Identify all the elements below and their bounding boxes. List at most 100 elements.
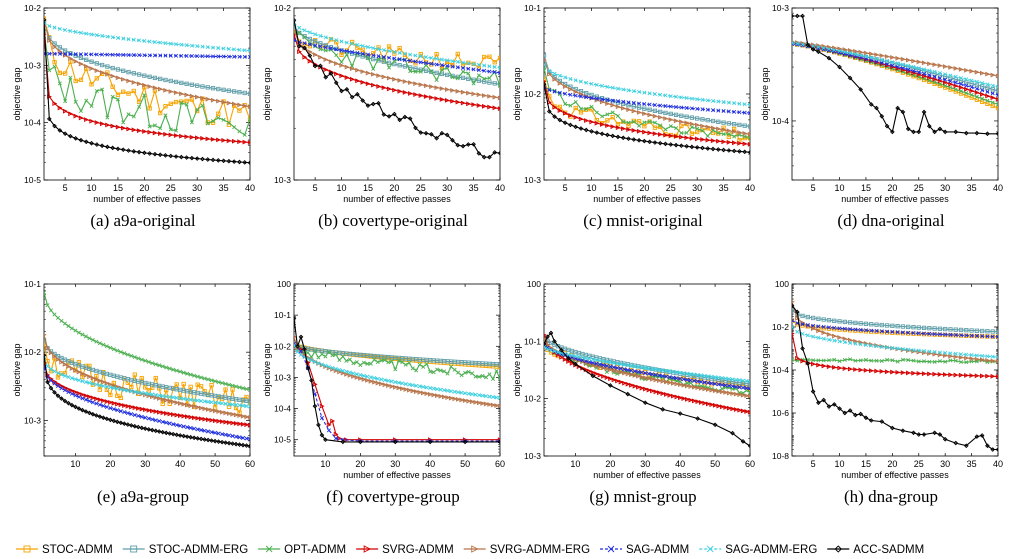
series-point [985, 85, 990, 90]
series-point [895, 369, 901, 375]
series-point [710, 125, 716, 131]
series-point [657, 390, 662, 396]
series-line [44, 34, 250, 144]
series-point [906, 67, 911, 72]
x-tick-label: 40 [993, 183, 1003, 193]
series-point [80, 407, 85, 413]
series-point [142, 82, 148, 88]
series-point [344, 371, 350, 377]
series-point [660, 368, 665, 373]
series-point [76, 330, 81, 335]
series-point [695, 122, 700, 128]
series-point [726, 100, 731, 105]
series-point [355, 67, 361, 73]
series-point [450, 75, 455, 80]
series-point [209, 407, 215, 413]
series-point [858, 342, 863, 347]
x-tick-label: 5 [811, 183, 816, 193]
series-point [168, 53, 173, 58]
series-point [980, 99, 985, 104]
series-point [884, 54, 890, 59]
series-point [625, 367, 630, 372]
series-point [150, 408, 155, 414]
series-point [890, 54, 896, 60]
series-point [435, 367, 440, 372]
series-point [700, 145, 705, 151]
series-point [200, 135, 206, 141]
series-point [211, 45, 216, 50]
series-point [471, 81, 476, 86]
series-point [723, 376, 728, 381]
y-tick-label: 10-3 [274, 372, 291, 382]
series-point [52, 64, 57, 69]
series-point [995, 84, 998, 89]
series-point [937, 359, 942, 364]
series-point [59, 396, 64, 401]
series-point [143, 407, 148, 413]
series-point [152, 123, 157, 128]
series-point [139, 357, 144, 362]
series-point [171, 422, 176, 427]
series-point [423, 94, 429, 99]
series-point [198, 416, 204, 422]
series-point [202, 406, 208, 412]
series-point [205, 121, 210, 126]
series-line [544, 86, 750, 114]
series-point [879, 57, 884, 62]
series-point [171, 399, 176, 405]
series-point [826, 404, 832, 409]
series-point [147, 53, 152, 58]
series-layer [294, 17, 500, 160]
series-point [84, 63, 89, 69]
series-point [480, 393, 485, 398]
series-point [78, 115, 84, 121]
series-point [695, 106, 700, 111]
series-point [615, 99, 620, 104]
series-point [932, 351, 938, 357]
series-point [57, 51, 62, 56]
series-point [247, 54, 250, 59]
series-point [87, 380, 92, 385]
series-point [142, 426, 148, 431]
series-point [837, 359, 842, 364]
series-line [792, 42, 998, 100]
series-point [557, 90, 562, 95]
series-point [726, 109, 731, 114]
series-point [837, 339, 842, 344]
series-point [80, 379, 85, 384]
series-point [397, 50, 402, 55]
series-point [709, 387, 715, 393]
series-point [349, 76, 355, 82]
series-point [643, 371, 648, 376]
series-point [715, 147, 721, 152]
series-point [702, 400, 708, 406]
series-point [407, 387, 412, 393]
series-point [150, 417, 155, 422]
x-tick-label: 50 [210, 459, 220, 469]
series-point [584, 95, 589, 100]
series-point [97, 383, 102, 388]
series-point [418, 82, 424, 88]
series-point [906, 331, 911, 336]
series-point [639, 365, 644, 370]
series-point [600, 83, 605, 88]
series-point [45, 345, 51, 351]
series-point [927, 61, 933, 67]
series-point [605, 118, 610, 123]
series-point [230, 402, 235, 407]
series-point [974, 90, 980, 96]
series-point [921, 350, 927, 356]
series-point [418, 60, 423, 65]
series-point [689, 125, 694, 130]
series-point [494, 395, 499, 400]
series-point [97, 387, 103, 392]
series-point [573, 124, 579, 130]
series-point [618, 366, 623, 371]
series-point [455, 142, 461, 148]
series-point [604, 369, 609, 374]
series-point [181, 413, 187, 419]
series-point [716, 403, 722, 409]
series-point [309, 358, 314, 363]
series-point [365, 374, 370, 379]
series-point [189, 93, 195, 99]
